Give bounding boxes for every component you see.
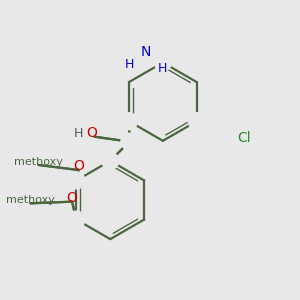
Circle shape xyxy=(154,54,171,71)
Circle shape xyxy=(121,133,138,150)
Circle shape xyxy=(68,211,85,228)
Text: H: H xyxy=(73,127,83,140)
Text: O: O xyxy=(73,159,84,173)
Circle shape xyxy=(102,152,119,169)
Circle shape xyxy=(121,113,137,130)
Text: methoxy: methoxy xyxy=(6,195,55,205)
Text: N: N xyxy=(140,45,151,59)
Text: methoxy: methoxy xyxy=(14,157,63,167)
Text: O: O xyxy=(67,191,77,205)
Text: H: H xyxy=(125,58,134,71)
Text: Cl: Cl xyxy=(237,131,251,145)
Text: O: O xyxy=(86,126,97,140)
Circle shape xyxy=(188,113,205,130)
Text: H: H xyxy=(158,62,168,75)
Circle shape xyxy=(68,172,85,189)
